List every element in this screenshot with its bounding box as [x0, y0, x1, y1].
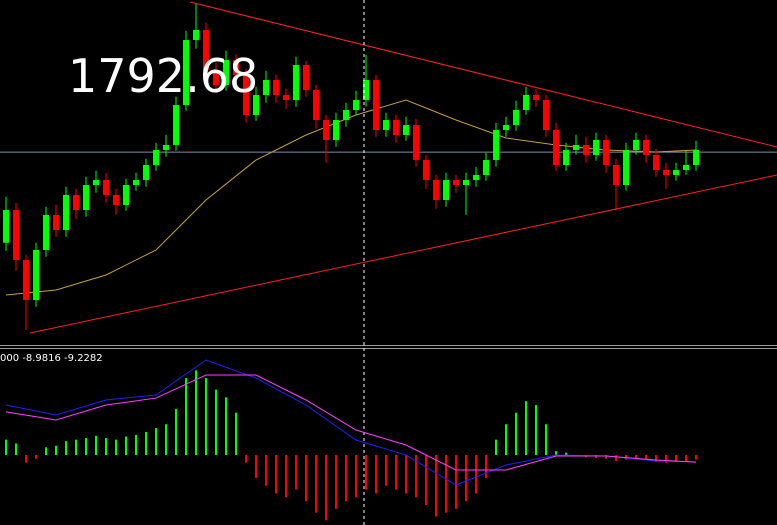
candle-body	[583, 145, 589, 155]
candle-body	[283, 95, 289, 100]
candle-body	[493, 130, 499, 160]
candle-body	[233, 60, 239, 75]
candle-body	[343, 110, 349, 120]
candle-body	[193, 30, 199, 40]
candle-body	[3, 210, 9, 243]
candle-body	[53, 215, 59, 230]
candle-body	[403, 125, 409, 135]
candle-body	[633, 140, 639, 150]
candle-body	[623, 150, 629, 185]
trendline	[29, 174, 777, 334]
indicator-line	[5, 374, 697, 471]
candle-body	[483, 160, 489, 175]
candle-body	[263, 80, 269, 95]
candle-body	[383, 120, 389, 130]
candle-body	[533, 95, 539, 100]
candle-body	[413, 125, 419, 160]
candle-body	[563, 150, 569, 165]
candle-body	[363, 80, 369, 100]
candle-body	[423, 160, 429, 180]
candle-body	[323, 120, 329, 140]
candle-body	[443, 180, 449, 200]
candle-body	[113, 195, 119, 205]
candle-body	[253, 95, 259, 115]
candle-body	[373, 80, 379, 130]
candle-body	[463, 180, 469, 185]
candle-body	[293, 65, 299, 100]
candle-body	[683, 165, 689, 170]
moving-average	[5, 99, 697, 296]
candle-body	[203, 30, 209, 70]
candle-body	[153, 150, 159, 165]
candle-body	[603, 140, 609, 165]
candle-body	[673, 170, 679, 175]
candle-body	[393, 120, 399, 135]
candle-body	[223, 60, 229, 85]
candle-body	[133, 180, 139, 185]
candle-body	[13, 210, 19, 260]
candle-body	[433, 180, 439, 200]
candle-body	[243, 75, 249, 115]
candle-body	[513, 110, 519, 125]
candle-body	[543, 100, 549, 130]
candle-body	[303, 65, 309, 90]
candle-body	[503, 125, 509, 130]
candle-body	[523, 95, 529, 110]
candle-body	[143, 165, 149, 180]
price-label: 1792.68	[68, 49, 258, 103]
candle-body	[93, 180, 99, 185]
indicator-label: 000 -8.9816 -9.2282	[0, 353, 103, 364]
candle-body	[33, 250, 39, 300]
candle-body	[23, 260, 29, 300]
candle-body	[593, 140, 599, 155]
candle-body	[643, 140, 649, 155]
candle-body	[653, 155, 659, 170]
candle-body	[453, 180, 459, 185]
candle-body	[103, 180, 109, 195]
trendline	[189, 1, 777, 148]
candle-body	[663, 170, 669, 175]
candle-body	[333, 120, 339, 140]
candle-body	[473, 175, 479, 180]
candle-body	[693, 150, 699, 165]
candle-body	[83, 185, 89, 210]
candle-body	[573, 145, 579, 150]
candle-body	[123, 185, 129, 205]
candle-body	[273, 80, 279, 95]
candle-body	[613, 165, 619, 185]
candle-body	[183, 40, 189, 105]
candle-body	[73, 195, 79, 210]
candle-body	[163, 145, 169, 150]
candle-body	[313, 90, 319, 120]
candle-body	[353, 100, 359, 110]
candle-body	[213, 70, 219, 85]
candle-body	[63, 195, 69, 230]
candle-body	[43, 215, 49, 250]
candle-body	[553, 130, 559, 165]
candle-body	[173, 105, 179, 145]
